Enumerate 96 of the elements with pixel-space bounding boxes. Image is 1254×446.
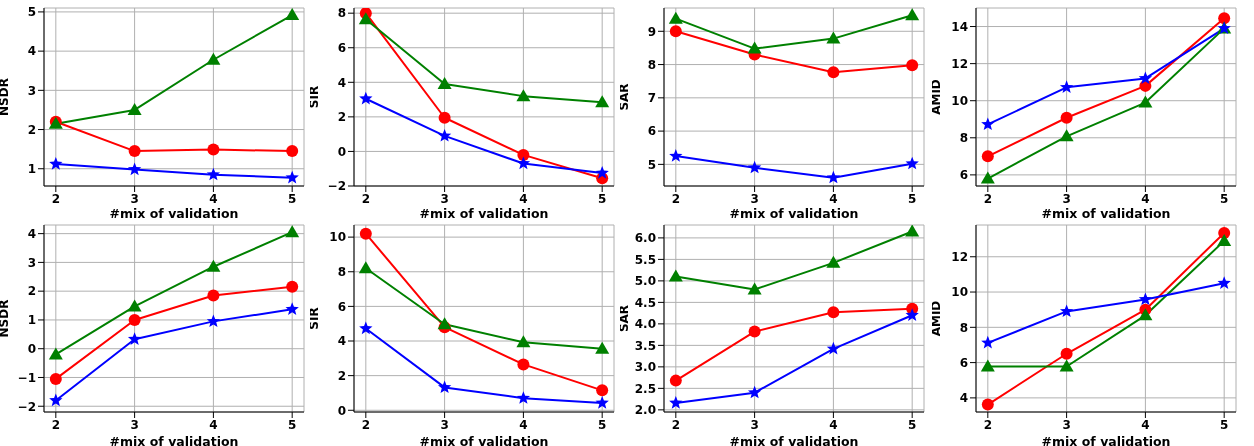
x-tick-label: 5 <box>1220 417 1229 432</box>
y-tick-label: 8 <box>337 6 346 21</box>
y-tick-label: 8 <box>959 320 968 335</box>
y-axis-title: SAR <box>617 83 632 111</box>
y-tick-label: 14 <box>951 19 968 34</box>
y-tick-label: 3 <box>27 255 36 270</box>
x-tick-label: 5 <box>908 417 917 432</box>
y-tick-label: 2.0 <box>634 403 656 418</box>
y-tick-label: 3.5 <box>634 338 656 353</box>
x-tick-label: 5 <box>908 191 917 206</box>
y-tick-label: 5 <box>27 5 36 20</box>
y-tick-label: 6 <box>647 124 656 139</box>
x-tick-label: 3 <box>750 417 759 432</box>
y-tick-label: 8 <box>647 57 656 72</box>
x-axis-title: #mix of validation <box>729 206 859 221</box>
y-tick-label: 0 <box>337 144 346 159</box>
x-tick-label: 3 <box>440 417 449 432</box>
y-axis-title: NSDR <box>0 299 12 338</box>
y-tick-label: 9 <box>647 24 656 39</box>
y-tick-label: 6 <box>337 299 346 314</box>
x-tick-label: 4 <box>519 191 528 206</box>
y-axis-title: NSDR <box>0 78 12 116</box>
y-tick-label: 7 <box>647 91 656 106</box>
x-tick-label: 2 <box>361 417 370 432</box>
x-tick-label: 4 <box>829 191 838 206</box>
x-tick-label: 5 <box>288 417 297 432</box>
x-tick-label: 4 <box>1141 417 1150 432</box>
y-tick-label: 0 <box>337 403 346 418</box>
y-tick-label: 2 <box>27 284 36 299</box>
x-axis-title: #mix of validation <box>109 206 239 221</box>
y-tick-label: 6 <box>959 168 968 183</box>
y-tick-label: 3 <box>27 83 36 98</box>
y-axis-title: SIR <box>307 85 322 109</box>
x-tick-label: 4 <box>1141 191 1150 206</box>
y-tick-label: 12 <box>951 250 968 265</box>
x-tick-label: 3 <box>440 191 449 206</box>
y-tick-label: 1 <box>27 313 36 328</box>
x-tick-label: 2 <box>983 417 992 432</box>
x-tick-label: 4 <box>829 417 838 432</box>
x-tick-label: 3 <box>130 191 139 206</box>
x-tick-label: 2 <box>671 191 680 206</box>
y-tick-label: 10 <box>329 230 346 245</box>
y-tick-label: −2 <box>327 179 346 194</box>
y-tick-label: 10 <box>951 285 968 300</box>
y-tick-label: 3.0 <box>634 360 656 375</box>
y-tick-label: 6.0 <box>634 231 656 246</box>
x-tick-label: 2 <box>361 191 370 206</box>
x-axis-title: #mix of validation <box>109 434 239 446</box>
x-tick-label: 2 <box>983 191 992 206</box>
y-tick-label: 8 <box>337 265 346 280</box>
y-tick-label: 10 <box>951 93 968 108</box>
y-tick-label: 4.5 <box>634 295 656 310</box>
y-tick-label: 4 <box>27 44 36 59</box>
x-tick-label: 2 <box>51 191 60 206</box>
x-tick-label: 4 <box>209 191 218 206</box>
y-tick-label: 6 <box>959 355 968 370</box>
y-tick-label: 4 <box>337 334 346 349</box>
y-tick-label: 2 <box>337 368 346 383</box>
x-tick-label: 2 <box>51 417 60 432</box>
y-tick-label: 4.0 <box>634 317 656 332</box>
x-axis-title: #mix of validation <box>1041 206 1171 221</box>
x-axis-title: #mix of validation <box>729 434 859 446</box>
y-tick-label: 0 <box>27 341 36 356</box>
y-tick-label: 2.5 <box>634 381 656 396</box>
y-tick-label: 5.0 <box>634 274 656 289</box>
y-tick-label: 8 <box>959 131 968 146</box>
x-tick-label: 5 <box>288 191 297 206</box>
y-axis-title: AMID <box>929 79 944 115</box>
x-tick-label: 2 <box>671 417 680 432</box>
x-tick-label: 3 <box>750 191 759 206</box>
y-tick-label: 12 <box>951 56 968 71</box>
x-axis-title: #mix of validation <box>419 206 549 221</box>
x-axis-title: #mix of validation <box>1041 434 1171 446</box>
x-tick-label: 5 <box>598 417 607 432</box>
x-tick-label: 3 <box>1062 191 1071 206</box>
y-tick-label: 4 <box>959 391 968 406</box>
x-tick-label: 5 <box>598 191 607 206</box>
y-tick-label: 1 <box>27 162 36 177</box>
y-tick-label: 4 <box>27 226 36 241</box>
y-axis-title: SIR <box>307 307 322 330</box>
x-tick-label: 5 <box>1220 191 1229 206</box>
x-tick-label: 3 <box>130 417 139 432</box>
y-axis-title: AMID <box>929 300 944 337</box>
y-tick-label: 4 <box>337 75 346 90</box>
y-tick-label: 2 <box>27 122 36 137</box>
y-tick-label: 6 <box>337 41 346 56</box>
x-tick-label: 4 <box>519 417 528 432</box>
x-tick-label: 3 <box>1062 417 1071 432</box>
x-axis-title: #mix of validation <box>419 434 549 446</box>
y-tick-label: 2 <box>337 110 346 125</box>
y-tick-label: 5.5 <box>634 252 656 267</box>
y-tick-label: 5 <box>647 157 656 172</box>
y-tick-label: −2 <box>17 399 36 414</box>
x-tick-label: 4 <box>209 417 218 432</box>
y-axis-title: SAR <box>617 304 632 333</box>
y-tick-label: −1 <box>17 370 36 385</box>
